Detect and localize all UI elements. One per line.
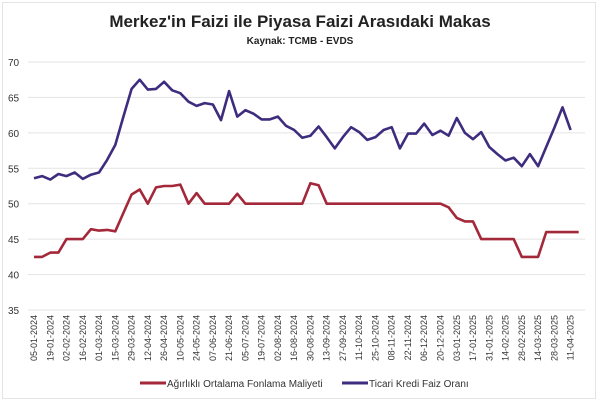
x-tick-label: 27-09-2024 xyxy=(338,315,348,361)
y-tick-label: 50 xyxy=(8,200,20,211)
series-line-funding-cost xyxy=(34,181,579,259)
x-tick-label: 14-02-2025 xyxy=(501,315,511,361)
y-tick-label: 60 xyxy=(8,129,20,140)
x-tick-label: 26-04-2024 xyxy=(159,315,169,361)
x-tick-label: 30-08-2024 xyxy=(305,315,315,361)
y-tick-label: 40 xyxy=(8,271,20,282)
x-tick-label: 02-02-2024 xyxy=(62,315,72,361)
legend-label: Ağırlıklı Ortalama Fonlama Maliyeti xyxy=(167,379,323,390)
x-tick-label: 16-08-2024 xyxy=(289,315,299,361)
x-tick-label: 14-03-2025 xyxy=(533,315,543,361)
y-tick-label: 35 xyxy=(8,306,20,317)
x-tick-label: 25-10-2024 xyxy=(370,315,380,361)
x-tick-label: 05-07-2024 xyxy=(240,315,250,361)
x-tick-label: 11-10-2024 xyxy=(354,315,364,360)
x-tick-label: 28-02-2025 xyxy=(517,315,527,361)
chart-frame xyxy=(2,2,596,399)
x-tick-label: 28-03-2025 xyxy=(549,315,559,361)
x-tick-label: 12-04-2024 xyxy=(143,315,153,361)
x-tick-label: 19-01-2024 xyxy=(45,315,55,361)
x-tick-label: 22-11-2024 xyxy=(403,315,413,360)
x-tick-label: 17-01-2025 xyxy=(468,315,478,361)
x-tick-label: 10-05-2024 xyxy=(175,315,185,361)
x-tick-label: 31-01-2025 xyxy=(484,315,494,361)
y-tick-label: 45 xyxy=(8,235,20,246)
x-tick-label: 06-12-2024 xyxy=(419,315,429,361)
y-tick-label: 65 xyxy=(8,93,20,104)
x-tick-label: 11-04-2025 xyxy=(566,315,576,360)
x-tick-label: 21-06-2024 xyxy=(224,315,234,361)
chart-title: Merkez'in Faizi ile Piyasa Faizi Arasıda… xyxy=(109,12,491,31)
x-tick-label: 20-12-2024 xyxy=(436,315,446,361)
x-tick-label: 15-03-2024 xyxy=(110,315,120,361)
series-line-commercial-loan-rate xyxy=(33,78,572,181)
x-tick-label: 29-03-2024 xyxy=(127,315,137,361)
x-tick-label: 24-05-2024 xyxy=(192,315,202,361)
x-tick-label: 02-08-2024 xyxy=(273,315,283,361)
x-tick-label: 13-09-2024 xyxy=(322,315,332,361)
x-tick-label: 08-11-2024 xyxy=(387,315,397,360)
x-tick-label: 07-06-2024 xyxy=(208,315,218,361)
x-tick-label: 19-07-2024 xyxy=(257,315,267,361)
x-tick-label: 05-01-2024 xyxy=(29,315,39,361)
x-tick-label: 03-01-2025 xyxy=(452,315,462,361)
x-tick-label: 01-03-2024 xyxy=(94,315,104,361)
legend-label: Ticari Kredi Faiz Oranı xyxy=(369,379,469,390)
x-tick-label: 16-02-2024 xyxy=(78,315,88,361)
y-tick-label: 55 xyxy=(8,164,20,175)
chart-subtitle: Kaynak: TCMB - EVDS xyxy=(246,36,354,47)
y-tick-label: 70 xyxy=(8,58,20,69)
